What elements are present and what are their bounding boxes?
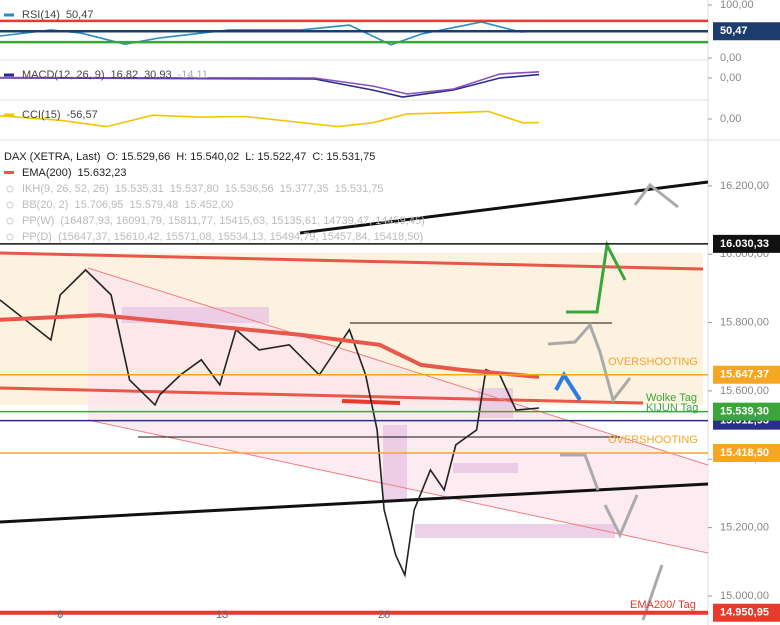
legend-text: 16,82 xyxy=(111,69,139,81)
level-box xyxy=(713,234,780,253)
cloud-box xyxy=(453,463,518,473)
channel-line xyxy=(0,251,704,271)
legend-text: 15.377,35 xyxy=(280,183,329,195)
legend-text: PP(W) xyxy=(22,215,54,227)
y-tick-label: 16.200,00 xyxy=(720,180,769,192)
legend-swatch xyxy=(6,201,14,209)
level-label: 15.418,50 xyxy=(720,447,769,459)
y-tick-label: 15.200,00 xyxy=(720,522,769,534)
channel-line xyxy=(87,267,709,466)
legend-text: (16487,93, 16091,79, 15811,77, 15415,63,… xyxy=(60,215,424,227)
legend-text: (15647,37, 15610,42, 15571,08, 15534,13,… xyxy=(58,231,423,243)
level-label: 15.647,37 xyxy=(720,369,769,381)
legend-text: MACD(12, 26, 9) xyxy=(22,69,105,81)
y-tick-label: 15.800,00 xyxy=(720,316,769,328)
y-tick-label: 0,00 xyxy=(720,52,741,64)
x-tick-label: 13 xyxy=(216,609,228,621)
channel-zone xyxy=(88,268,708,553)
trend-line xyxy=(299,180,709,235)
level-label: 14.950,95 xyxy=(720,607,769,619)
legend-swatch xyxy=(6,185,14,193)
scenario-arrow xyxy=(547,322,632,404)
level-box xyxy=(713,22,780,41)
legend-swatch xyxy=(4,113,14,117)
annotation: OVERSHOOTING xyxy=(608,434,698,446)
legend-swatch xyxy=(6,233,14,241)
legend-text: 30,93 xyxy=(144,69,172,81)
legend-text: 15.531,75 xyxy=(335,183,384,195)
annotation: EMA200/ Tag xyxy=(630,599,696,611)
cloud-box xyxy=(383,425,407,500)
cloud-box xyxy=(478,388,513,418)
legend-text: 15.537,80 xyxy=(170,183,219,195)
legend-text: 15.452,00 xyxy=(184,199,233,211)
legend-swatch xyxy=(4,171,14,174)
y-tick-label: 100,00 xyxy=(720,0,754,11)
series-line xyxy=(0,71,540,95)
level-box xyxy=(713,402,780,421)
scenario-arrow xyxy=(633,182,679,209)
legend-text: -56,57 xyxy=(67,109,98,121)
channel-line xyxy=(87,419,709,554)
series-line xyxy=(0,313,540,379)
y-tick-label: 0,00 xyxy=(720,113,741,125)
legend-swatch xyxy=(4,73,14,77)
x-tick-label: 6 xyxy=(57,609,63,621)
legend-text: BB(20, 2) xyxy=(22,199,68,211)
legend-text: RSI(14) xyxy=(22,9,60,21)
legend-text: L: 15.522,47 xyxy=(245,151,306,163)
legend-text: C: 15.531,75 xyxy=(312,151,375,163)
y-tick-label: 0,00 xyxy=(720,72,741,84)
series-line xyxy=(0,268,540,578)
cloud-box xyxy=(415,524,615,538)
legend-text: IKH(9, 26, 52, 26) xyxy=(22,183,109,195)
legend-text: CCI(15) xyxy=(22,109,61,121)
y-tick-label: 15.600,00 xyxy=(720,385,769,397)
annotation: OVERSHOOTING xyxy=(608,356,698,368)
scenario-arrow xyxy=(603,494,639,539)
legend-text: 15.535,31 xyxy=(115,183,164,195)
legend-text: PP(D) xyxy=(22,231,52,243)
channel-line xyxy=(0,386,644,405)
level-label: 50,47 xyxy=(720,25,748,37)
y-tick-label: 15.000,00 xyxy=(720,590,769,602)
series-line xyxy=(0,110,540,128)
legend-swatch xyxy=(4,13,14,17)
x-tick-label: 20 xyxy=(378,609,390,621)
legend-text: 15.536,56 xyxy=(225,183,274,195)
annotation: Wolke Tag xyxy=(646,392,697,404)
legend-text: O: 15.529,66 xyxy=(107,151,171,163)
trend-line xyxy=(0,482,709,524)
level-box xyxy=(713,603,780,622)
legend-text: 15.632,23 xyxy=(78,167,127,179)
scenario-arrow xyxy=(566,240,627,314)
legend-text: DAX (XETRA, Last) xyxy=(4,151,101,163)
scenario-arrow xyxy=(560,453,600,491)
legend-swatch xyxy=(6,217,14,225)
legend-text: 50,47 xyxy=(66,9,94,21)
legend-text: H: 15.540,02 xyxy=(176,151,239,163)
legend-text: 15.706,95 xyxy=(74,199,123,211)
annotation: KIJUN Tag xyxy=(646,402,698,414)
level-label: 15.539,30 xyxy=(720,406,769,418)
legend-text: -14,11 xyxy=(178,69,208,81)
level-label: 16.030,33 xyxy=(720,238,769,250)
level-box xyxy=(713,443,780,462)
level-box xyxy=(713,365,780,384)
legend-text: EMA(200) xyxy=(22,167,72,179)
legend-text: 15.579,48 xyxy=(129,199,178,211)
